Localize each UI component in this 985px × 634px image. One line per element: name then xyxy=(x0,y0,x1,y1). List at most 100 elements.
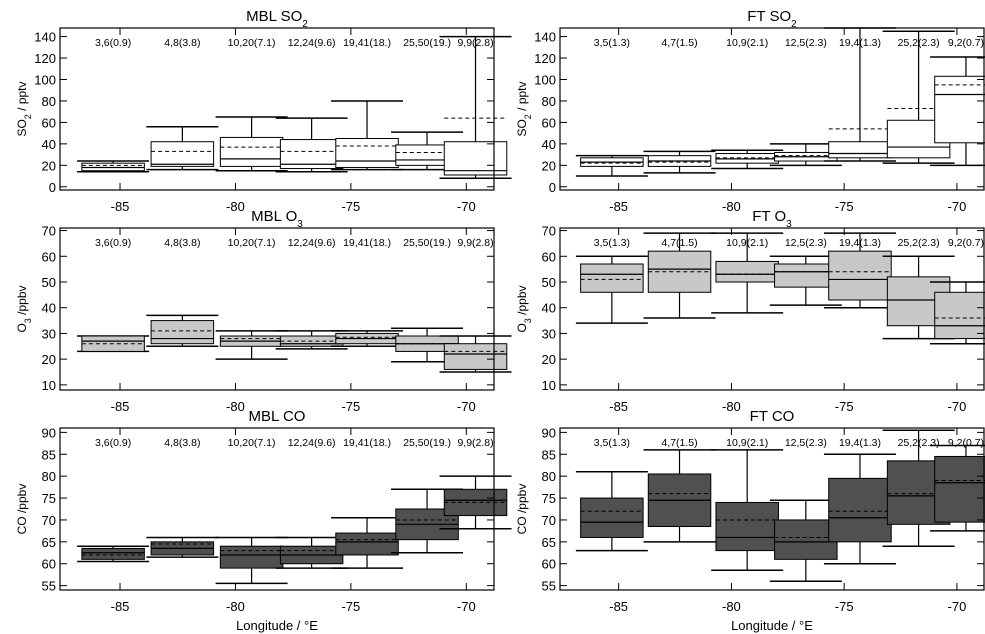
mbl-co-panel: 3,6(0.9) 4,8(3.8) 10,20(7.1) 12,24(9.6) 19,4… xyxy=(15,408,512,633)
mbl-so2-box-1: 3,6(0.9) xyxy=(77,37,150,173)
y-tick-label: 50 xyxy=(542,275,556,290)
x-tick-label: -75 xyxy=(341,199,360,214)
ft-co-panel: 3,5(1.3) 4,7(1.5) 10,9(2.1) 12,5(2.3) 19,4(1… xyxy=(515,408,985,633)
count-label: 4,7(1.5) xyxy=(661,237,697,249)
count-label: 19,4(1.3) xyxy=(839,37,881,49)
mbl-co-box-6: 25,50(19.) xyxy=(391,437,464,554)
ft-o3-box-1: 3,5(1.3) xyxy=(575,237,648,324)
count-label: 19,41(18.) xyxy=(343,437,391,449)
ft-co-box-4: 12,5(2.3) xyxy=(769,437,842,582)
mbl-o3-frame xyxy=(59,227,495,391)
count-label: 3,5(1.3) xyxy=(594,37,630,49)
count-label: 10,9(2.1) xyxy=(726,437,768,449)
mbl-so2-box-5: 19,41(18.) xyxy=(331,37,404,171)
count-label: 3,6(0.9) xyxy=(95,437,131,449)
ft-so2-panel: 3,5(1.3) 4,7(1.5) 10,9(2.1) 12,5(2.3) 19,4(1… xyxy=(515,8,985,214)
iqr-box xyxy=(150,141,215,167)
ft-so2-ylabel: SO2 / pptv xyxy=(515,81,533,136)
ft-o3-box-7: 9,2(0.7) xyxy=(929,237,985,345)
x-tick-label: -80 xyxy=(722,599,741,614)
count-label: 4,8(3.8) xyxy=(164,437,200,449)
ft-co-ylabel: CO /ppbv xyxy=(515,484,529,535)
count-label: 25,50(19.) xyxy=(403,237,451,249)
mbl-co-xlabel: Longitude / °E xyxy=(236,618,318,633)
ft-co-xlabel: Longitude / °E xyxy=(731,618,813,633)
y-tick-label: 60 xyxy=(42,249,56,264)
mbl-o3-box-5: 19,41(18.) xyxy=(331,237,404,348)
iqr-box xyxy=(828,250,892,301)
y-tick-label: 80 xyxy=(542,94,556,109)
y-tick-label: 20 xyxy=(42,158,56,173)
ft-so2-box-3: 10,9(2.1) xyxy=(711,37,784,170)
count-label: 9,9(2.8) xyxy=(457,37,493,49)
x-tick-label: -80 xyxy=(226,399,245,414)
count-label: 9,9(2.8) xyxy=(457,237,493,249)
count-label: 12,5(2.3) xyxy=(785,37,827,49)
mbl-so2-panel: 3,6(0.9) 4,8(3.8) 10,20(7.1) 12,24(9.6) 19,4… xyxy=(15,8,512,214)
y-tick-label: 40 xyxy=(42,137,56,152)
count-label: 12,24(9.6) xyxy=(288,237,336,249)
y-tick-label: 0 xyxy=(49,180,56,195)
ft-so2-title: FT SO2 xyxy=(747,8,797,30)
count-label: 9,9(2.8) xyxy=(457,437,493,449)
ft-co-frame xyxy=(559,427,985,591)
iqr-box xyxy=(828,141,892,159)
iqr-box xyxy=(828,477,892,543)
x-tick-label: -85 xyxy=(609,599,628,614)
y-tick-label: 65 xyxy=(542,535,556,550)
ft-o3-box-3: 10,9(2.1) xyxy=(711,232,784,314)
x-tick-label: -75 xyxy=(341,599,360,614)
count-label: 3,6(0.9) xyxy=(95,237,131,249)
ft-so2-frame xyxy=(559,27,985,191)
iqr-box xyxy=(335,532,399,556)
count-label: 3,6(0.9) xyxy=(95,37,131,49)
mbl-o3-box-2: 4,8(3.8) xyxy=(146,237,219,348)
iqr-box xyxy=(934,291,985,340)
y-tick-label: 140 xyxy=(534,30,556,45)
mbl-co-box-5: 19,41(18.) xyxy=(331,437,404,569)
count-label: 25,50(19.) xyxy=(403,437,451,449)
iqr-box xyxy=(934,455,985,523)
x-tick-label: -80 xyxy=(226,599,245,614)
count-label: 19,4(1.3) xyxy=(839,237,881,249)
count-label: 10,20(7.1) xyxy=(228,37,276,49)
ft-o3-panel: 3,5(1.3) 4,7(1.5) 10,9(2.1) 12,5(2.3) 19,4(1… xyxy=(515,208,985,414)
x-tick-label: -70 xyxy=(948,399,967,414)
ft-co-box-5: 19,4(1.3) xyxy=(823,437,896,565)
y-tick-label: 75 xyxy=(42,491,56,506)
ft-co-title: FT CO xyxy=(750,408,795,425)
iqr-box xyxy=(774,519,838,560)
y-tick-label: 20 xyxy=(542,352,556,367)
count-label: 10,9(2.1) xyxy=(726,237,768,249)
y-tick-label: 55 xyxy=(542,579,556,594)
x-tick-label: -75 xyxy=(835,399,854,414)
y-tick-label: 70 xyxy=(42,513,56,528)
x-tick-label: -75 xyxy=(835,599,854,614)
count-label: 19,41(18.) xyxy=(343,37,391,49)
mbl-o3-box-4: 12,24(9.6) xyxy=(275,237,348,350)
mbl-so2-box-3: 10,20(7.1) xyxy=(215,37,288,172)
y-tick-label: 55 xyxy=(42,579,56,594)
ft-co-box-3: 10,9(2.1) xyxy=(711,437,784,572)
ft-so2-box-2: 4,7(1.5) xyxy=(643,37,716,174)
mbl-co-box-2: 4,8(3.8) xyxy=(146,437,219,558)
y-tick-label: 50 xyxy=(42,275,56,290)
iqr-box xyxy=(934,75,985,144)
y-tick-label: 40 xyxy=(42,301,56,316)
mbl-co-box-7: 9,9(2.8) xyxy=(439,437,512,530)
mbl-co-box-3: 10,20(7.1) xyxy=(215,437,288,585)
y-tick-label: 100 xyxy=(534,72,556,87)
ft-o3-title: FT O3 xyxy=(752,208,792,230)
count-label: 19,41(18.) xyxy=(343,237,391,249)
y-tick-label: 70 xyxy=(542,513,556,528)
count-label: 12,5(2.3) xyxy=(785,237,827,249)
ft-co-box-1: 3,5(1.3) xyxy=(575,437,648,552)
x-tick-label: -85 xyxy=(609,199,628,214)
y-tick-label: 65 xyxy=(42,535,56,550)
count-label: 4,8(3.8) xyxy=(164,237,200,249)
mbl-so2-ylabel: SO2 / pptv xyxy=(15,81,33,136)
count-label: 25,2(2.3) xyxy=(898,237,940,249)
mbl-co-ylabel: CO /ppbv xyxy=(15,484,29,535)
x-tick-label: -75 xyxy=(341,399,360,414)
